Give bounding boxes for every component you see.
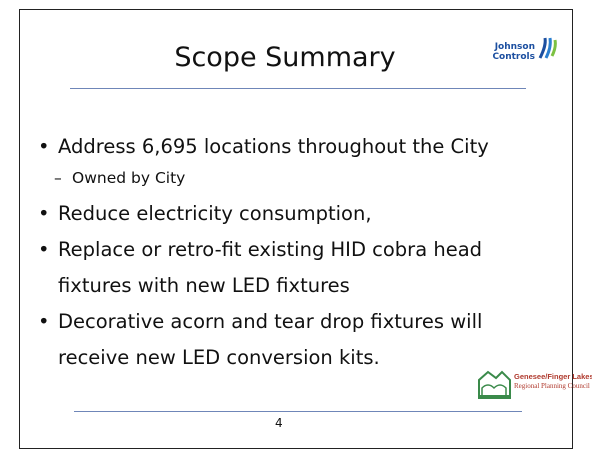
bullet-text: Reduce electricity consumption, bbox=[58, 202, 372, 225]
bullet-list: • Address 6,695 locations throughout the … bbox=[34, 128, 554, 376]
logo-text: Controls bbox=[492, 52, 535, 62]
bullet-dot: • bbox=[38, 202, 50, 225]
sub-bullet-text: Owned by City bbox=[72, 169, 186, 187]
bullet-text: Address 6,695 locations throughout the C… bbox=[58, 135, 489, 158]
jc-logo: Johnson Controls bbox=[483, 42, 535, 62]
logo-text: Genesee/Finger Lakes bbox=[514, 372, 592, 381]
sub-bullet: – Owned by City bbox=[34, 161, 554, 195]
page-number: 4 bbox=[275, 416, 283, 430]
slide-title: Scope Summary bbox=[174, 42, 396, 73]
sub-dash: – bbox=[54, 169, 62, 187]
footer-rule bbox=[74, 411, 522, 412]
bullet-text: Decorative acorn and tear drop fixtures … bbox=[58, 310, 483, 369]
gfl-logo: Genesee/Finger Lakes Regional Planning C… bbox=[476, 366, 592, 400]
bullet: • Replace or retro-fit existing HID cobra… bbox=[34, 232, 554, 304]
bullet: • Reduce electricity consumption, bbox=[34, 195, 554, 232]
jc-icon bbox=[538, 37, 557, 59]
logo-text: Johnson bbox=[494, 42, 535, 52]
logo-text: Regional Planning Council bbox=[514, 382, 590, 390]
gfl-icon bbox=[478, 370, 511, 399]
bullet-text: Replace or retro-fit existing HID cobra … bbox=[58, 238, 483, 297]
bullet-dot: • bbox=[38, 238, 50, 261]
bullet: • Address 6,695 locations throughout the … bbox=[34, 128, 554, 165]
bullet: • Decorative acorn and tear drop fixtures… bbox=[34, 304, 554, 376]
bullet-dot: • bbox=[38, 135, 50, 158]
bullet-dot: • bbox=[38, 310, 50, 333]
title-rule bbox=[70, 88, 526, 89]
